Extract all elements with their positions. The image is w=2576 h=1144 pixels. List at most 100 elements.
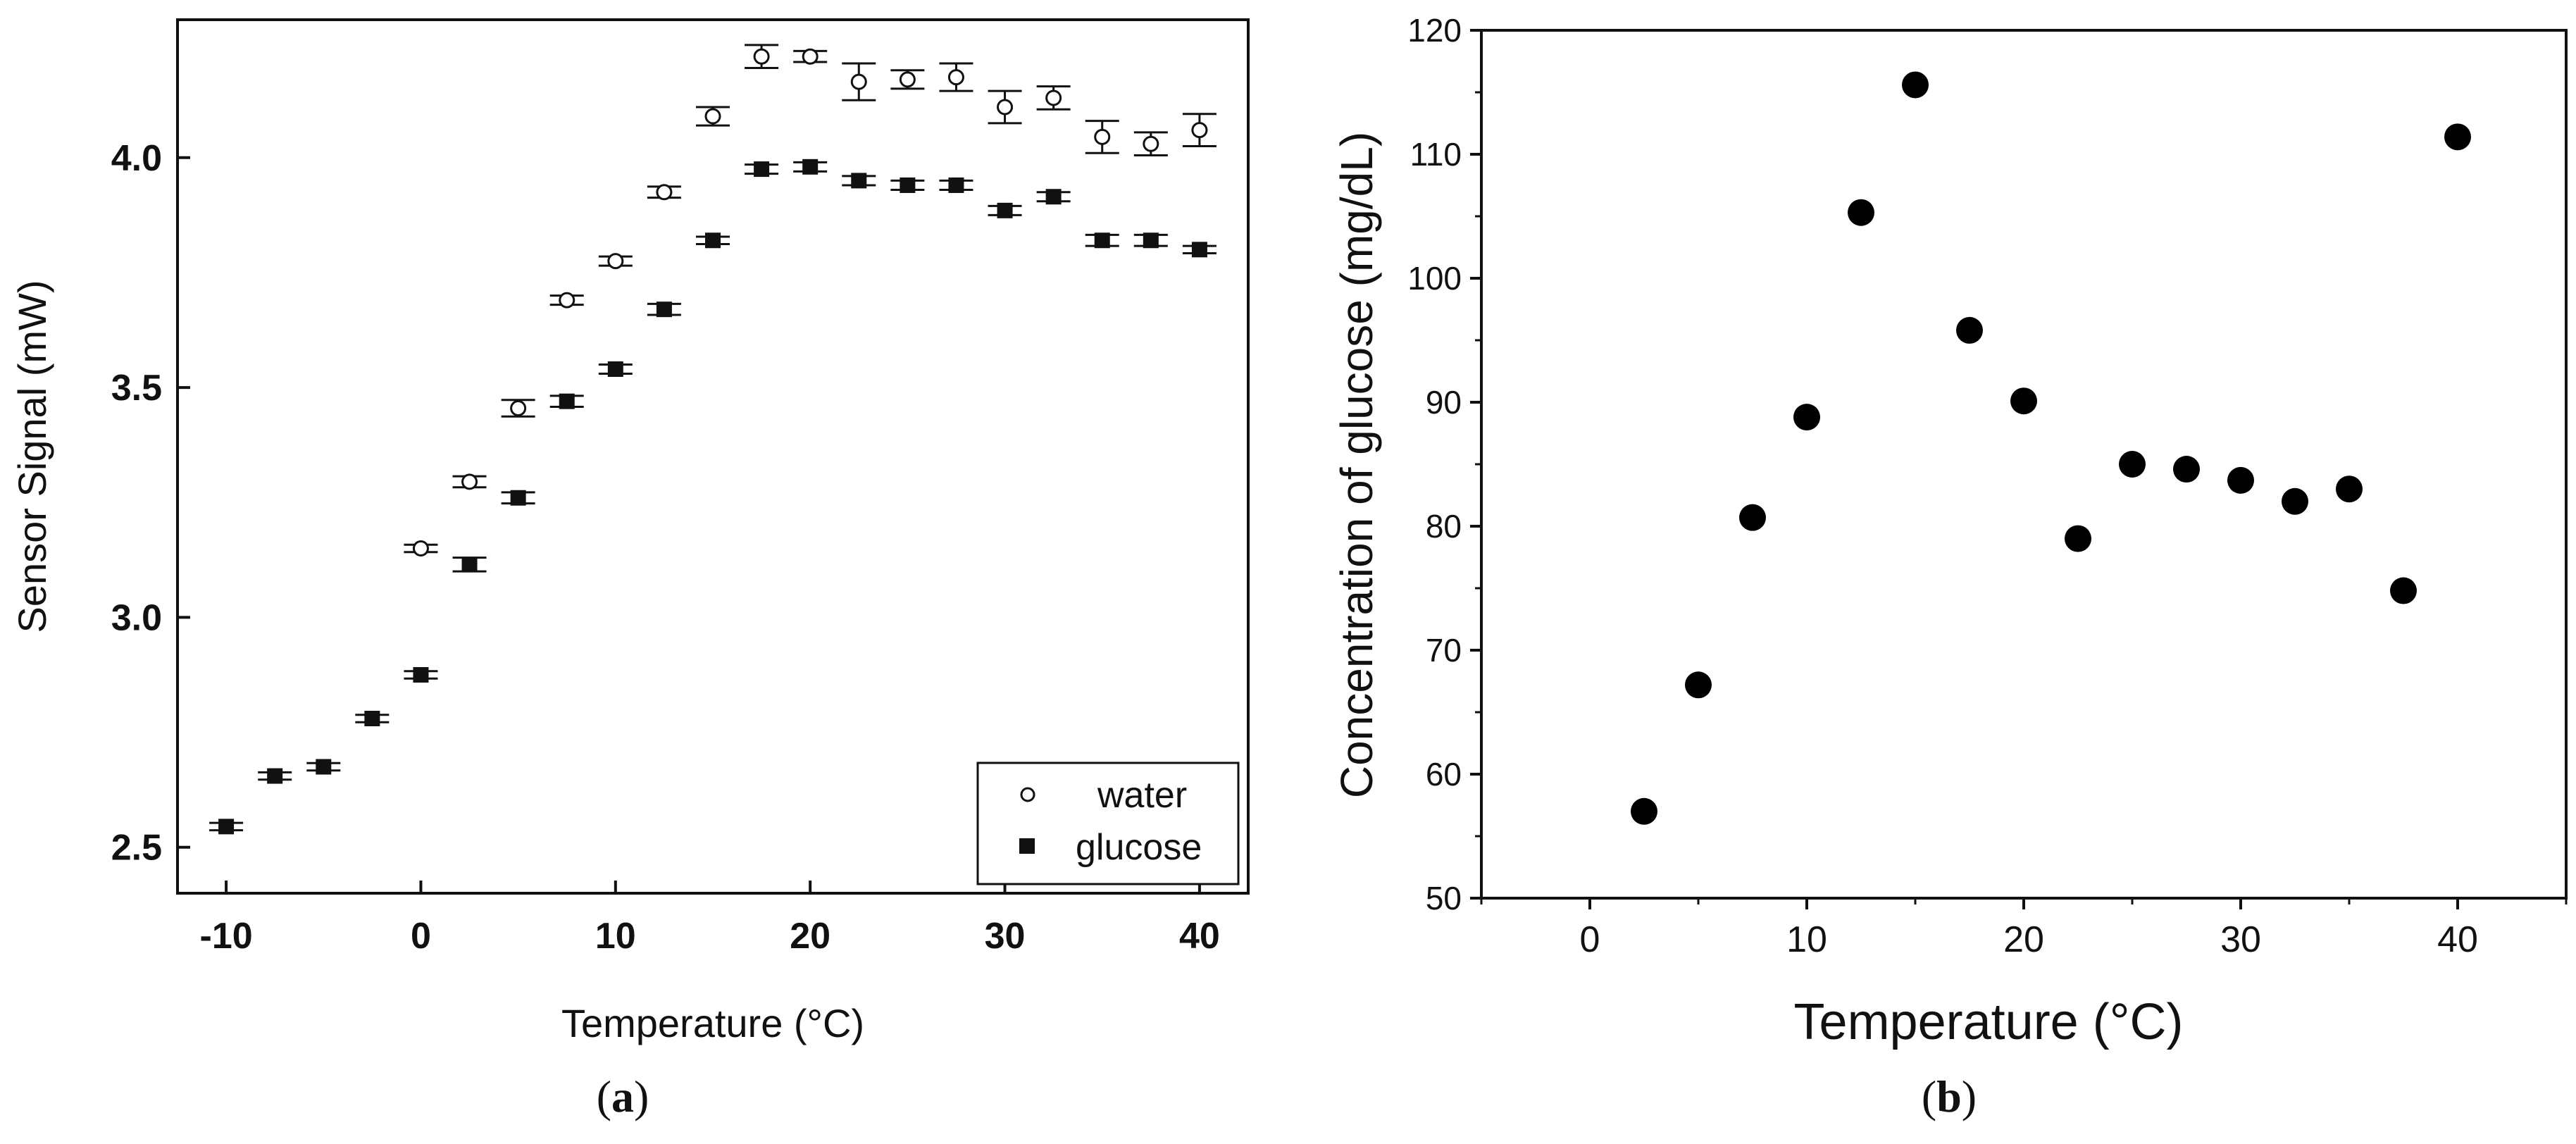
data-point [1902,71,1929,99]
glucose-point [559,393,575,409]
glucose-point [364,711,380,726]
x-tick-label: 20 [790,916,830,957]
data-point [2336,475,2363,503]
water-point [412,540,429,557]
x-tick-label: 20 [2003,919,2044,960]
glucose-point [1094,232,1110,249]
glucose-point [997,202,1013,218]
water-point [607,253,624,270]
y-tick-label: 60 [1426,756,1462,792]
panel-b-y-axis-label: Concentration of glucose (mg/dL) [1331,132,1382,798]
glucose-point [1045,189,1062,205]
x-tick-label: 40 [2437,919,2478,960]
x-tick-label: 0 [411,916,431,957]
glucose-point [705,232,721,249]
glucose-point [413,667,429,683]
data-point [2010,387,2037,415]
y-tick-label: 50 [1426,880,1462,916]
panel-b-y-axis: 50 60 70 80 90 100 110 120 [1407,12,1481,916]
y-tick-label: 3.5 [111,368,162,409]
x-tick-label: -10 [200,916,253,957]
data-point [2173,456,2200,483]
water-point [753,48,770,65]
panel-a-x-axis: -10 0 10 20 30 40 [200,881,1220,957]
water-point [461,473,478,490]
legend-water-marker [1020,787,1035,802]
water-point [1191,122,1208,139]
glucose-point [1191,242,1207,258]
series-glucose [209,158,1217,835]
data-point [2282,487,2308,515]
y-tick-label: 100 [1407,260,1462,297]
water-point [704,108,721,125]
glucose-point [948,177,964,193]
data-point [1685,671,1712,699]
glucose-point [851,173,867,189]
data-point [2227,466,2254,494]
water-point [947,69,964,86]
glucose-point [218,819,235,835]
y-tick-label: 120 [1407,12,1462,49]
panel-a-plot-frame [176,18,1250,895]
panel-a-data-marks [209,44,1217,835]
panel-b-caption: (b) [1922,1071,1977,1121]
x-tick-label: 30 [985,916,1026,957]
data-point [1848,199,1874,226]
panel-b: 50 60 70 80 90 100 110 120 0 10 20 30 40 Concentrat… [1331,12,2568,1121]
data-point [1739,504,1766,531]
water-point [850,73,867,90]
data-point [2390,577,2417,604]
series-water [404,44,1217,557]
panel-a-x-axis-label: Temperature (°C) [561,1001,864,1045]
glucose-point [510,490,526,506]
panel-a: 2.5 3.0 3.5 4.0 -10 0 10 20 30 40 Sensor Signal … [10,18,1250,1121]
legend-frame [976,761,1240,885]
y-tick-label: 110 [1410,136,1462,173]
panel-b-data-marks [1631,71,2471,825]
data-point [1793,404,1820,431]
panel-a-y-axis: 2.5 3.0 3.5 4.0 [111,138,190,869]
glucose-point [607,361,623,377]
legend-glucose-label: glucose [1076,827,1202,868]
x-tick-label: 10 [1786,919,1827,960]
data-point [2119,451,2146,478]
glucose-point [1143,232,1159,249]
panel-b-x-axis-label: Temperature (°C) [1794,994,2184,1050]
y-tick-label: 2.5 [111,828,162,869]
glucose-point [802,158,819,175]
series-glucose-concentration [1631,71,2471,825]
water-point [1045,89,1062,106]
glucose-point [754,161,770,178]
water-point [899,71,916,88]
legend-water-label: water [1097,775,1187,816]
glucose-point [461,557,478,573]
y-tick-label: 3.0 [111,597,162,638]
data-point [1631,797,1657,825]
water-point [1094,128,1111,145]
panel-b-x-axis: 0 10 20 30 40 [1480,898,2568,960]
panel-b-plot-frame [1480,29,2568,900]
water-point [1143,135,1159,152]
data-point [1956,316,1983,344]
glucose-point [900,177,916,193]
x-tick-label: 30 [2220,919,2261,960]
panel-a-caption: (a) [597,1071,649,1121]
glucose-point [267,768,283,784]
water-point [802,48,819,65]
x-tick-label: 0 [1580,919,1600,960]
data-point [2065,525,2091,552]
glucose-point [656,301,672,318]
glucose-point [316,759,332,775]
legend-glucose-marker [1019,838,1035,854]
water-point [656,184,673,201]
panel-a-y-axis-label: Sensor Signal (mW) [10,280,54,633]
y-tick-label: 80 [1426,508,1462,545]
water-point [997,99,1014,116]
water-point [510,399,527,416]
x-tick-label: 10 [595,916,636,957]
data-point [2444,123,2471,151]
y-tick-label: 90 [1426,384,1462,421]
y-tick-label: 4.0 [111,138,162,179]
x-tick-label: 40 [1179,916,1220,957]
